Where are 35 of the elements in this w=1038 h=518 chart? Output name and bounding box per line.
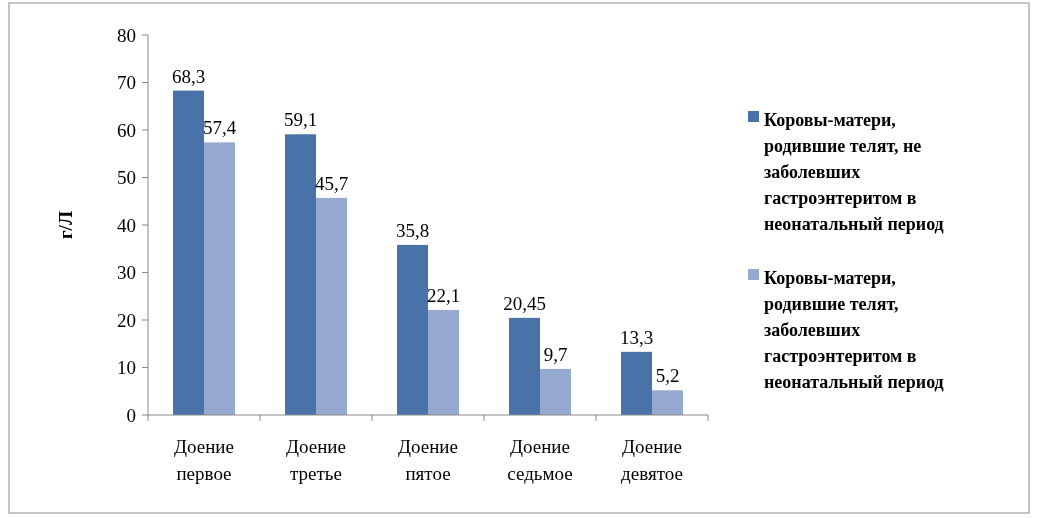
y-tick-label: 10 (117, 357, 136, 379)
x-tick-label: Доение седьмое (507, 436, 573, 484)
data-label: 68,3 (171, 65, 206, 87)
bar (316, 197, 347, 415)
data-label: 9,7 (543, 343, 568, 365)
bar (204, 142, 235, 415)
x-tick-label: Доение пятое (398, 436, 458, 484)
data-label: 5,2 (655, 365, 680, 387)
bar (540, 368, 571, 415)
legend-label: Коровы-матери, родившие телят, заболевших гастроэнтеритом в неонатальный период (764, 268, 944, 393)
y-tick-label: 50 (117, 167, 136, 189)
bar (621, 351, 652, 415)
y-tick-label: 30 (117, 262, 136, 284)
y-axis-title: г/Л (55, 210, 76, 240)
bar (397, 244, 428, 415)
data-label: 13,3 (619, 326, 654, 348)
x-tick-label: Доение третье (286, 436, 346, 484)
y-tick-label: 20 (117, 309, 136, 331)
bar (428, 310, 459, 415)
y-tick-label: 80 (117, 24, 136, 46)
x-tick-label: Доение девятое (621, 436, 683, 484)
data-label: 59,1 (283, 109, 318, 131)
y-tick-label: 60 (117, 119, 136, 141)
data-label: 57,4 (202, 117, 237, 139)
bar (652, 390, 683, 415)
bar (509, 317, 540, 415)
y-tick-label: 70 (117, 72, 136, 94)
bar (285, 134, 316, 415)
y-tick-label: 0 (126, 404, 136, 426)
x-tick-label: Доение первое (174, 436, 234, 484)
bar (173, 90, 204, 415)
data-label: 35,8 (395, 219, 430, 241)
legend-label: Коровы-матери, родившие телят, не заболевших гастроэнтеритом в неонатальный период (764, 110, 944, 235)
data-label: 20,45 (503, 292, 546, 314)
y-tick-label: 40 (117, 214, 136, 236)
